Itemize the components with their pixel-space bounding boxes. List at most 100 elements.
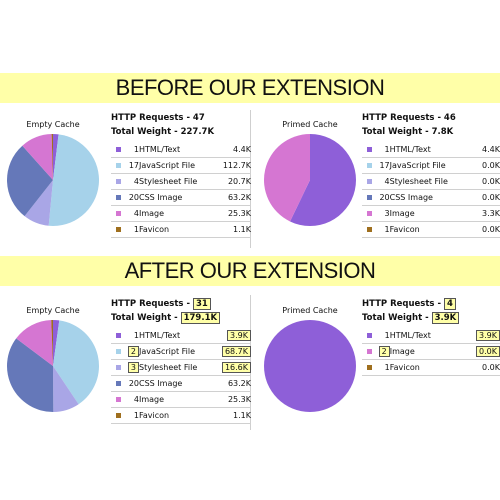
row-count: 3 [127,362,139,373]
row-size: 3.3K [482,209,500,218]
row-size: 4.4K [482,145,500,154]
row-count: 1 [384,225,390,234]
table-row: 4 Image 25.3K [111,391,251,408]
table-row: 20 CSS Image 63.2K [111,375,251,392]
row-size: 0.0K [482,193,500,202]
table-row: 17 JavaScript File 112.7K [111,157,251,174]
row-type: Stylesheet File [139,359,221,376]
table-row: 17 JavaScript File 0.0K [362,157,500,174]
legend-swatch [367,179,372,184]
pie-slice [51,134,53,180]
legend-swatch [367,349,372,354]
row-size: 25.3K [227,209,251,218]
row-size: 63.2K [227,379,251,388]
row-size: 25.3K [227,395,251,404]
row-size: 0.0K [482,225,500,234]
row-type: Image [389,205,471,222]
row-count: 1 [384,363,390,372]
requests-value: 4 [443,298,456,310]
legend-swatch [116,227,121,232]
table-row: 2 JavaScript File 68.7K [111,343,251,360]
table-row: 20 CSS Image 0.0K [362,189,500,206]
pie-slice [6,145,53,217]
after-primed-pie [264,320,356,412]
pie-slice [264,134,310,222]
table-row: 1 HTML/Text 3.9K [362,328,500,344]
pie-slice [51,320,53,366]
table-row: 4 Image 25.3K [111,205,251,222]
row-type: JavaScript File [389,157,471,174]
row-type: CSS Image [139,375,221,392]
legend-swatch [116,333,121,338]
row-count: 3 [384,209,390,218]
pie-slice [53,320,60,366]
row-size: 3.9K [476,330,500,341]
legend-swatch [367,163,372,168]
table-row: 1 HTML/Text 4.4K [111,142,251,158]
row-count: 1 [133,331,139,340]
row-type: HTML/Text [389,328,471,344]
row-count: 20 [379,193,390,202]
legend-swatch [116,211,121,216]
row-size: 63.2K [227,193,251,202]
requests-value: 31 [192,298,211,310]
row-type: Image [389,343,471,360]
before-primed-stats: HTTP Requests - 46 Total Weight - 7.8K 1… [362,111,500,238]
pie-slice [53,366,79,412]
row-type: JavaScript File [139,343,221,360]
table-row: 1 Favicon 0.0K [362,221,500,238]
row-type: Image [139,391,221,408]
row-count: 20 [128,193,139,202]
pie-slice [53,134,59,180]
row-size: 16.6K [221,362,251,373]
pie-slice [22,134,53,180]
row-type: Favicon [389,359,471,376]
table-row: 1 HTML/Text 4.4K [362,142,500,158]
legend-swatch [116,397,121,402]
component-table: 1 HTML/Text 4.4K 17 JavaScript File 112.7K 4 St… [111,142,251,238]
table-row: 3 Stylesheet File 16.6K [111,359,251,376]
legend-swatch [116,179,121,184]
row-type: HTML/Text [139,328,221,344]
pie-slice [53,320,100,405]
component-table: 1 HTML/Text 4.4K 17 JavaScript File 0.0K 4 Styl… [362,142,500,238]
row-size: 20.7K [227,177,251,186]
legend-swatch [116,349,121,354]
pie-slice [6,338,54,412]
legend-swatch [116,195,121,200]
after-empty-label: Empty Cache [26,306,80,315]
row-size: 4.4K [233,145,251,154]
row-size: 3.9K [227,330,251,341]
row-count: 20 [128,379,139,388]
pie-slice [24,180,53,226]
table-row: 1 Favicon 0.0K [362,359,500,376]
row-type: Favicon [139,221,221,238]
legend-swatch [367,333,372,338]
legend-swatch [367,195,372,200]
row-count: 1 [384,331,390,340]
row-type: HTML/Text [139,142,221,158]
row-type: JavaScript File [139,157,221,174]
before-empty-pie [6,134,100,227]
row-count: 17 [128,161,139,170]
requests-count: HTTP Requests - 31 [111,297,251,311]
row-size: 112.7K [222,161,251,170]
legend-swatch [367,365,372,370]
legend-swatch [116,365,121,370]
row-type: Stylesheet File [389,173,471,190]
total-weight: Total Weight - 3.9K [362,311,500,325]
pie-slice [290,134,356,226]
table-row: 3 Image 3.3K [362,205,500,222]
pie-slice [16,320,53,366]
row-type: Favicon [389,221,471,238]
legend-swatch [116,147,121,152]
pie-slice [264,320,356,412]
after-empty-pie [6,320,100,412]
row-type: Image [139,205,221,222]
table-row: 1 Favicon 1.1K [111,407,251,424]
legend-swatch [367,147,372,152]
table-row: 20 CSS Image 63.2K [111,189,251,206]
legend-swatch [116,413,121,418]
row-count: 4 [133,209,139,218]
